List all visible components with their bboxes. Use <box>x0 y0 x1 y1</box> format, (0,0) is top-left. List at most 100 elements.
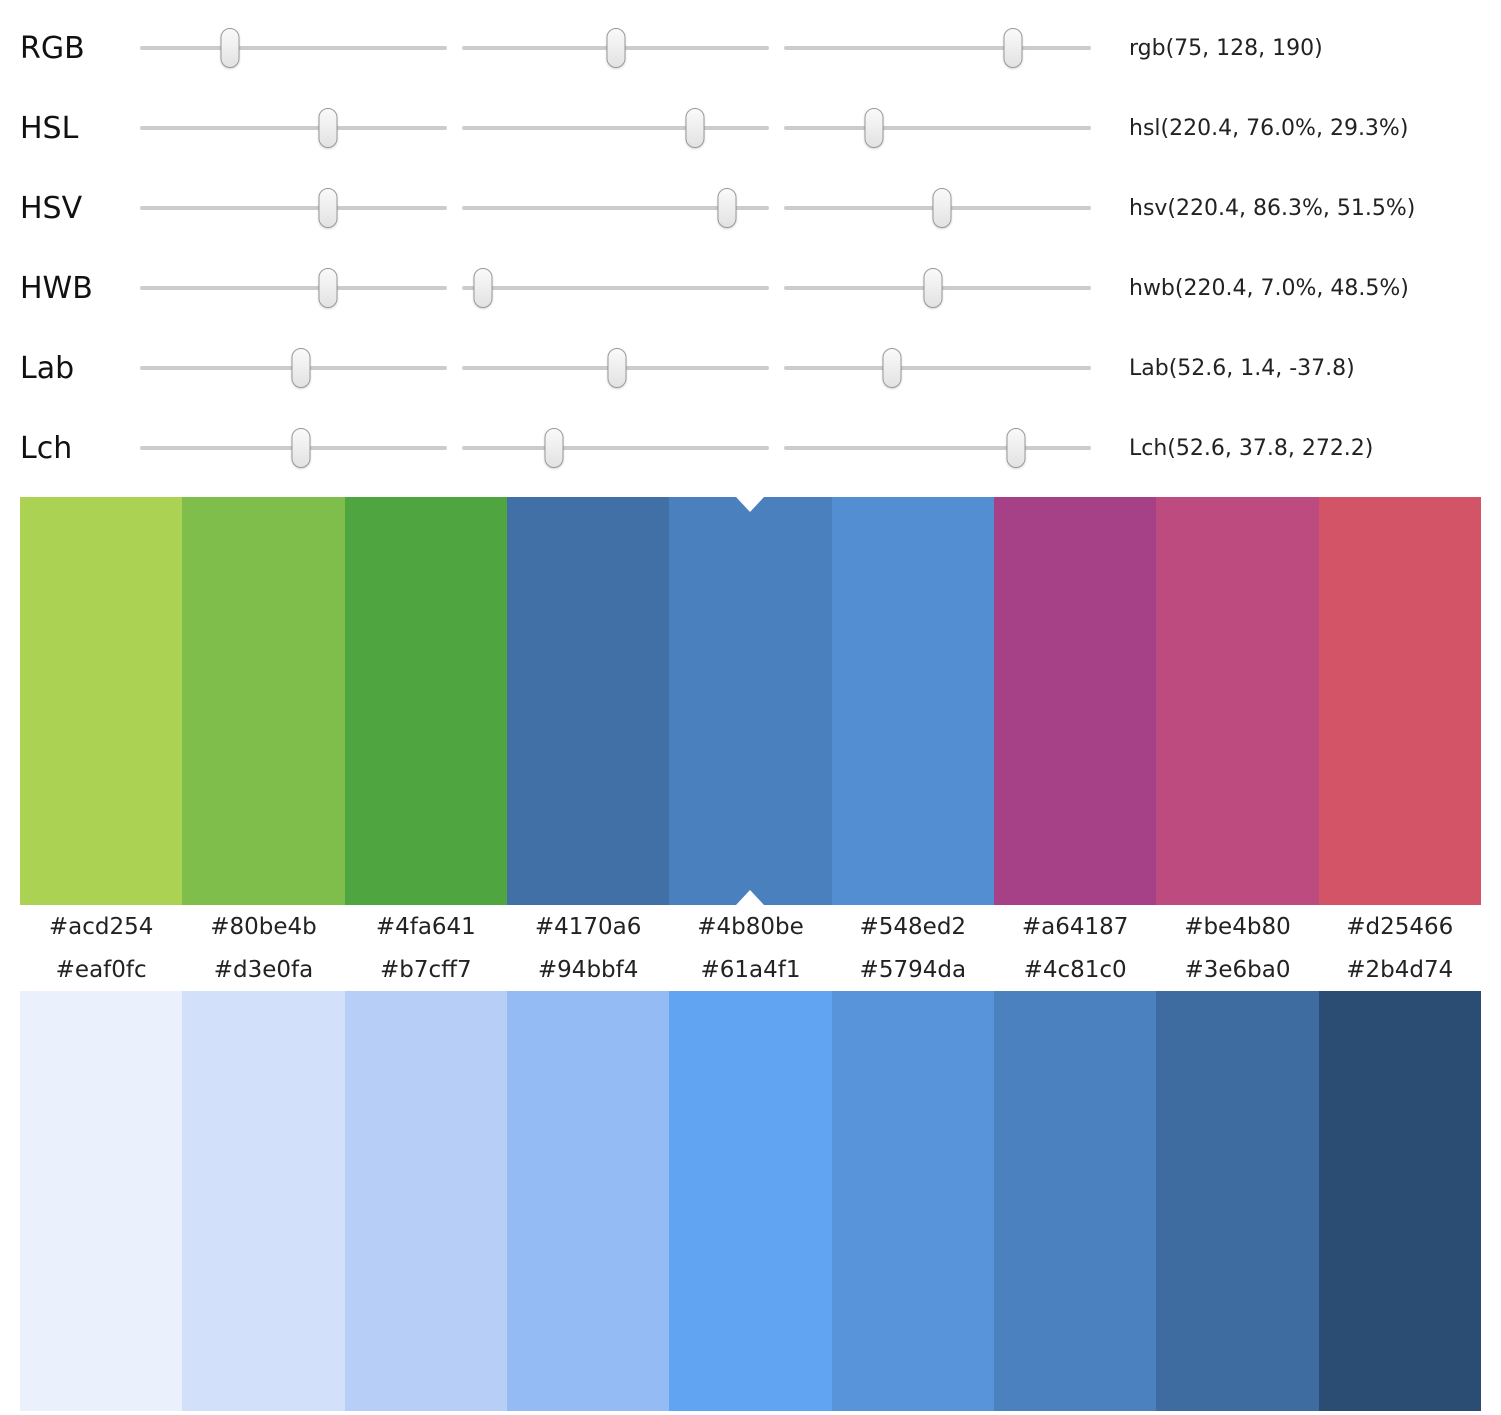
hsl-slider-handle-1[interactable] <box>318 108 338 148</box>
lch-slider-2[interactable] <box>462 425 769 471</box>
hsl-slider-handle-3[interactable] <box>864 108 884 148</box>
slider-track-line <box>140 286 447 290</box>
lch-slider-handle-3[interactable] <box>1006 428 1026 468</box>
palette-top-labels: #acd254 #80be4b #4fa641 #4170a6 #4b80be #548e… <box>20 905 1481 948</box>
swatch-label-4c81c0: #4c81c0 <box>1023 956 1127 983</box>
rgb-slider-2[interactable] <box>462 25 769 71</box>
hsv-slider-handle-3[interactable] <box>932 188 952 228</box>
lab-slider-handle-1[interactable] <box>291 348 311 388</box>
slider-row-label-lab: Lab <box>20 350 75 386</box>
hsl-slider-1[interactable] <box>140 105 447 151</box>
color-value-lch: Lch(52.6, 37.8, 272.2) <box>1129 435 1374 461</box>
swatch-label-4fa641: #4fa641 <box>375 913 476 940</box>
color-value-hsl: hsl(220.4, 76.0%, 29.3%) <box>1129 115 1409 141</box>
swatch-label-b7cff7: #b7cff7 <box>380 956 472 983</box>
swatch-label-acd254: #acd254 <box>48 913 154 940</box>
swatch-label-94bbf4: #94bbf4 <box>537 956 639 983</box>
hwb-slider-handle-1[interactable] <box>318 268 338 308</box>
swatch-a64187[interactable] <box>993 497 1157 905</box>
hwb-slider-handle-3[interactable] <box>923 268 943 308</box>
lch-slider-3[interactable] <box>784 425 1091 471</box>
slider-track-line <box>462 286 769 290</box>
hsv-slider-1[interactable] <box>140 185 447 231</box>
hwb-slider-1[interactable] <box>140 265 447 311</box>
swatch-label-a64187: #a64187 <box>1021 913 1129 940</box>
slider-panel: RGB rgb(75, 128, 190) HSL hsl(220.4, 76.0%,… <box>0 0 1501 488</box>
hsv-slider-handle-2[interactable] <box>717 188 737 228</box>
hsl-slider-handle-2[interactable] <box>685 108 705 148</box>
swatch-80be4b[interactable] <box>182 497 345 905</box>
swatch-4c81c0[interactable] <box>993 991 1157 1411</box>
swatch-d25466[interactable] <box>1318 497 1481 905</box>
rgb-slider-handle-1[interactable] <box>220 28 240 68</box>
palette-bottom-labels: #eaf0fc #d3e0fa #b7cff7 #94bbf4 #61a4f1 #5794… <box>20 948 1481 991</box>
swatch-label-80be4b: #80be4b <box>210 913 317 940</box>
swatch-4170a6[interactable] <box>506 497 670 905</box>
swatch-94bbf4[interactable] <box>506 991 670 1411</box>
color-value-hsv: hsv(220.4, 86.3%, 51.5%) <box>1129 195 1416 221</box>
swatch-61a4f1[interactable] <box>669 991 832 1411</box>
color-value-rgb: rgb(75, 128, 190) <box>1129 35 1323 61</box>
slider-row-hsv: HSV hsv(220.4, 86.3%, 51.5%) <box>20 168 1501 248</box>
lab-slider-2[interactable] <box>462 345 769 391</box>
swatch-label-548ed2: #548ed2 <box>859 913 967 940</box>
swatch-label-d3e0fa: #d3e0fa <box>213 956 314 983</box>
swatch-4b80be-selected[interactable] <box>669 497 832 905</box>
swatch-label-4170a6: #4170a6 <box>534 913 642 940</box>
slider-row-label-lch: Lch <box>20 430 73 466</box>
swatch-2b4d74[interactable] <box>1318 991 1481 1411</box>
swatch-d3e0fa[interactable] <box>182 991 345 1411</box>
hsv-slider-2[interactable] <box>462 185 769 231</box>
slider-track-line <box>784 46 1091 50</box>
slider-track-line <box>140 126 447 130</box>
swatch-be4b80[interactable] <box>1156 497 1319 905</box>
swatch-eaf0fc[interactable] <box>20 991 183 1411</box>
swatch-label-61a4f1: #61a4f1 <box>700 956 801 983</box>
hsv-slider-handle-1[interactable] <box>318 188 338 228</box>
palette-bottom <box>20 991 1481 1411</box>
slider-row-label-hsv: HSV <box>20 190 83 226</box>
slider-row-lch: Lch Lch(52.6, 37.8, 272.2) <box>20 408 1501 488</box>
rgb-slider-1[interactable] <box>140 25 447 71</box>
slider-track-line <box>784 366 1091 370</box>
lch-slider-handle-2[interactable] <box>544 428 564 468</box>
hsl-slider-2[interactable] <box>462 105 769 151</box>
swatch-label-4b80be: #4b80be <box>697 913 804 940</box>
color-value-hwb: hwb(220.4, 7.0%, 48.5%) <box>1129 275 1409 301</box>
lch-slider-1[interactable] <box>140 425 447 471</box>
lab-slider-3[interactable] <box>784 345 1091 391</box>
hwb-slider-2[interactable] <box>462 265 769 311</box>
swatch-label-3e6ba0: #3e6ba0 <box>1184 956 1291 983</box>
swatch-5794da[interactable] <box>831 991 994 1411</box>
lab-slider-1[interactable] <box>140 345 447 391</box>
slider-track-line <box>140 46 447 50</box>
swatch-label-d25466: #d25466 <box>1346 913 1454 940</box>
rgb-slider-handle-3[interactable] <box>1003 28 1023 68</box>
slider-row-rgb: RGB rgb(75, 128, 190) <box>20 8 1501 88</box>
slider-row-label-hsl: HSL <box>20 110 79 146</box>
color-value-lab: Lab(52.6, 1.4, -37.8) <box>1129 355 1355 381</box>
hwb-slider-handle-2[interactable] <box>473 268 493 308</box>
swatch-4fa641[interactable] <box>344 497 507 905</box>
rgb-slider-3[interactable] <box>784 25 1091 71</box>
hwb-slider-3[interactable] <box>784 265 1091 311</box>
lab-slider-handle-2[interactable] <box>607 348 627 388</box>
slider-row-label-hwb: HWB <box>20 270 93 306</box>
slider-row-lab: Lab Lab(52.6, 1.4, -37.8) <box>20 328 1501 408</box>
lab-slider-handle-3[interactable] <box>882 348 902 388</box>
hsv-slider-3[interactable] <box>784 185 1091 231</box>
swatch-acd254[interactable] <box>20 497 183 905</box>
swatch-b7cff7[interactable] <box>344 991 507 1411</box>
rgb-slider-handle-2[interactable] <box>606 28 626 68</box>
swatch-548ed2[interactable] <box>831 497 994 905</box>
slider-track-line <box>784 446 1091 450</box>
hsl-slider-3[interactable] <box>784 105 1091 151</box>
swatch-label-be4b80: #be4b80 <box>1184 913 1291 940</box>
slider-track-line <box>462 126 769 130</box>
swatch-3e6ba0[interactable] <box>1156 991 1319 1411</box>
slider-track-line <box>462 206 769 210</box>
slider-track-line <box>140 206 447 210</box>
palette-top <box>20 497 1481 905</box>
lch-slider-handle-1[interactable] <box>291 428 311 468</box>
